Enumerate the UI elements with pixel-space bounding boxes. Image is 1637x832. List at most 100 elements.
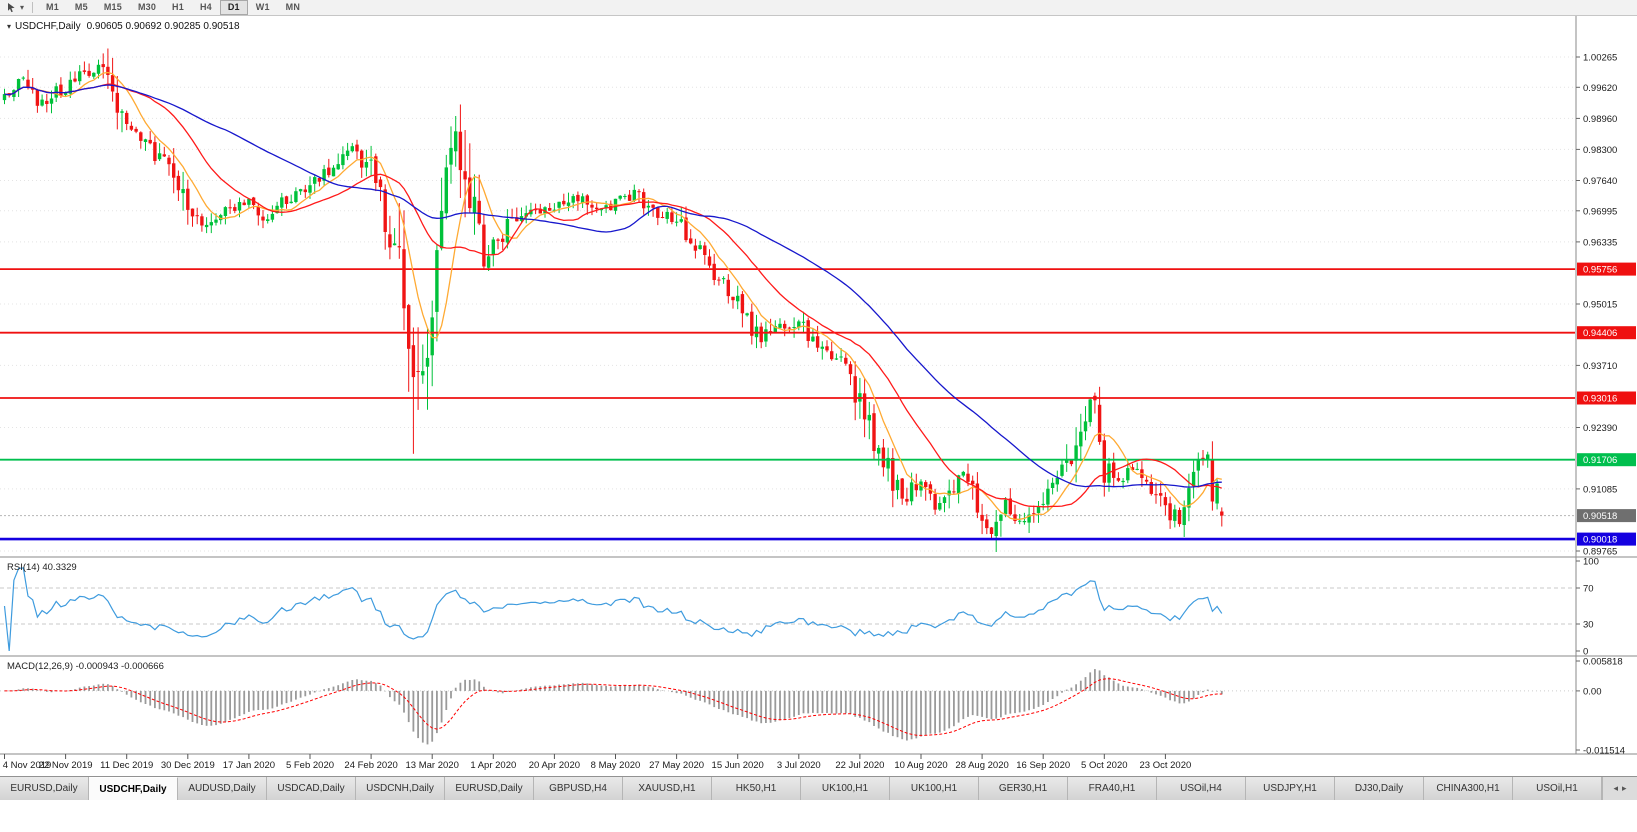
chart-tab[interactable]: USDJPY,H1	[1246, 777, 1335, 800]
svg-text:0.91085: 0.91085	[1583, 484, 1617, 495]
status-bar	[0, 800, 1637, 832]
svg-text:23 Oct 2020: 23 Oct 2020	[1140, 760, 1192, 771]
svg-text:0.96335: 0.96335	[1583, 237, 1617, 248]
chart-tab[interactable]: USDCNH,Daily	[356, 777, 445, 800]
svg-text:0.90018: 0.90018	[1583, 535, 1617, 546]
svg-text:0.99620: 0.99620	[1583, 83, 1617, 94]
svg-text:0.90518: 0.90518	[1583, 511, 1617, 522]
svg-text:24 Feb 2020: 24 Feb 2020	[344, 760, 397, 771]
timeframe-h1[interactable]: H1	[172, 2, 184, 12]
svg-text:5 Oct 2020: 5 Oct 2020	[1081, 760, 1127, 771]
svg-text:17 Jan 2020: 17 Jan 2020	[223, 760, 275, 771]
timeframe-d1[interactable]: D1	[219, 0, 248, 15]
chart-tab[interactable]: UK100,H1	[890, 777, 979, 800]
rsi-axis: 100 70 30 0	[1576, 557, 1599, 658]
svg-text:10 Aug 2020: 10 Aug 2020	[894, 760, 947, 771]
timeframe-w1[interactable]: W1	[255, 2, 270, 12]
svg-text:30 Dec 2019: 30 Dec 2019	[161, 760, 215, 771]
timeframe-m5[interactable]: M5	[74, 2, 88, 12]
timeframe-mn[interactable]: MN	[285, 2, 301, 12]
svg-text:0.93016: 0.93016	[1583, 394, 1617, 405]
level-price-tag: 0.95756	[1577, 262, 1636, 276]
svg-text:11 Dec 2019: 11 Dec 2019	[100, 760, 153, 771]
svg-text:13 Mar 2020: 13 Mar 2020	[406, 760, 459, 771]
svg-text:22 Jul 2020: 22 Jul 2020	[835, 760, 884, 771]
candles	[2, 48, 1224, 552]
svg-text:0.92390: 0.92390	[1583, 423, 1617, 434]
chart-tab[interactable]: XAUUSD,H1	[623, 777, 712, 800]
svg-text:16 Sep 2020: 16 Sep 2020	[1016, 760, 1070, 771]
chart-tab[interactable]: USDCAD,Daily	[267, 777, 356, 800]
svg-text:30: 30	[1583, 620, 1594, 631]
chart-tab[interactable]: USDCHF,Daily	[89, 777, 178, 800]
svg-text:0.95756: 0.95756	[1583, 265, 1617, 276]
timeframe-h4[interactable]: H4	[199, 2, 212, 12]
chart-tab-bar: EURUSD,Daily USDCHF,Daily AUDUSD,Daily USDC…	[0, 776, 1637, 800]
svg-text:3 Jul 2020: 3 Jul 2020	[777, 760, 821, 771]
svg-text:0.97640: 0.97640	[1583, 176, 1617, 187]
chart-tab[interactable]: GBPUSD,H4	[534, 777, 623, 800]
collapse-arrow-icon[interactable]: ▾	[7, 22, 12, 31]
price-grid	[0, 56, 1575, 552]
svg-text:0.98960: 0.98960	[1583, 114, 1617, 125]
svg-text:0: 0	[1583, 647, 1588, 658]
svg-text:0.98300: 0.98300	[1583, 145, 1617, 156]
svg-text:20 Apr 2020: 20 Apr 2020	[529, 760, 580, 771]
svg-text:70: 70	[1583, 584, 1594, 595]
level-price-tag: 0.93016	[1577, 391, 1636, 405]
toolbar-dropdown-caret-icon[interactable]: ▾	[20, 2, 25, 12]
chart-tab[interactable]: UK100,H1	[801, 777, 890, 800]
svg-text:1.00265: 1.00265	[1583, 53, 1617, 64]
cursor-tool-icon[interactable]	[6, 1, 17, 14]
chart-tab[interactable]: DJ30,Daily	[1335, 777, 1424, 800]
moving-average-8	[4, 71, 1222, 520]
chart-tab[interactable]: CHINA300,H1	[1424, 777, 1513, 800]
horizontal-level-lines	[0, 268, 1575, 541]
current-price-tag: 0.90518	[1577, 509, 1636, 523]
rsi-line	[3, 567, 1223, 652]
timeframe-m30[interactable]: M30	[137, 2, 157, 12]
timeframe-toolbar: ▾ M1 M5 M15 M30 H1 H4 D1 W1 MN	[0, 0, 1637, 16]
macd-panel	[0, 669, 1575, 745]
tab-scroll-right-icon[interactable]: ▸	[1622, 783, 1627, 793]
svg-text:0.00: 0.00	[1583, 686, 1602, 697]
macd-signal-line	[4, 678, 1222, 736]
price-chart[interactable]: 1.00265 0.99620 0.98960 0.98300 0.97640 0.969…	[0, 16, 1637, 776]
level-price-tag: 0.91706	[1577, 453, 1636, 467]
macd-axis: 0.005818 0.00 -0.011514	[1576, 657, 1625, 757]
svg-text:100: 100	[1583, 557, 1599, 568]
timeframe-m1[interactable]: M1	[46, 2, 59, 12]
timeframe-m15[interactable]: M15	[103, 2, 122, 12]
chart-region: 1.00265 0.99620 0.98960 0.98300 0.97640 0.969…	[0, 16, 1637, 776]
chart-tab[interactable]: USOil,H1	[1513, 777, 1602, 800]
chart-tab[interactable]: EURUSD,Daily	[445, 777, 534, 800]
svg-text:0.94406: 0.94406	[1583, 328, 1617, 339]
chart-tab[interactable]: GER30,H1	[979, 777, 1068, 800]
level-price-tag: 0.94406	[1577, 326, 1636, 340]
tab-scroll-controls: ◂ ▸	[1602, 777, 1637, 800]
svg-text:22 Nov 2019: 22 Nov 2019	[39, 760, 93, 771]
tab-scroll-left-icon[interactable]: ◂	[1613, 783, 1618, 793]
svg-text:1 Apr 2020: 1 Apr 2020	[470, 760, 516, 771]
chart-tab[interactable]: USOil,H4	[1157, 777, 1246, 800]
chart-tab[interactable]: HK50,H1	[712, 777, 801, 800]
toolbar-separator	[32, 2, 34, 13]
svg-text:0.95015: 0.95015	[1583, 300, 1617, 311]
svg-text:0.96995: 0.96995	[1583, 206, 1617, 217]
chart-tab[interactable]: FRA40,H1	[1068, 777, 1157, 800]
svg-text:0.89765: 0.89765	[1583, 547, 1617, 558]
svg-text:15 Jun 2020: 15 Jun 2020	[712, 760, 764, 771]
svg-text:0.91706: 0.91706	[1583, 455, 1617, 466]
toolbar-icons: ▾	[3, 1, 27, 14]
timeframe-group: M1 M5 M15 M30 H1 H4 D1 W1 MN	[38, 0, 308, 15]
moving-average-21	[4, 83, 1223, 508]
chart-tab[interactable]: AUDUSD,Daily	[178, 777, 267, 800]
level-price-tag: 0.90018	[1577, 532, 1636, 546]
rsi-panel	[0, 567, 1575, 652]
svg-text:28 Aug 2020: 28 Aug 2020	[955, 760, 1008, 771]
svg-text:8 May 2020: 8 May 2020	[591, 760, 641, 771]
svg-text:4 Nov 2019: 4 Nov 2019	[3, 760, 52, 771]
chart-tab[interactable]: EURUSD,Daily	[0, 777, 89, 800]
svg-text:27 May 2020: 27 May 2020	[649, 760, 704, 771]
